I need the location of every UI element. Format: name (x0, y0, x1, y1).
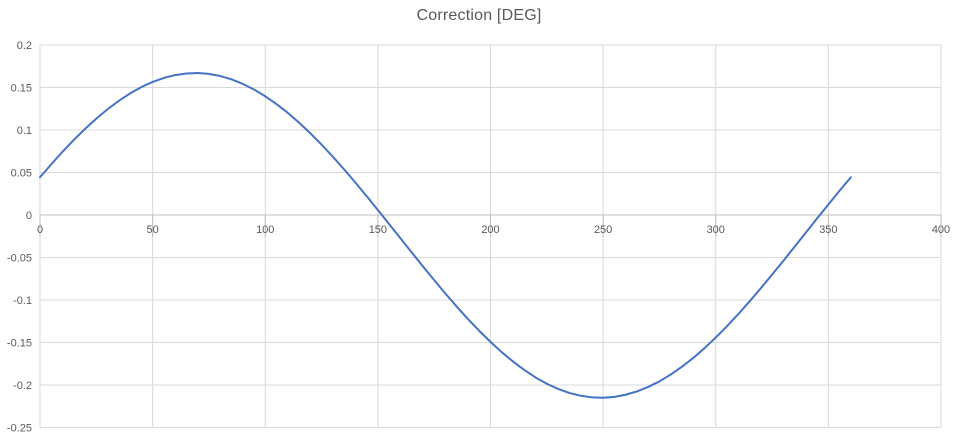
x-tick-label: 100 (256, 224, 274, 236)
x-tick-label: 150 (369, 224, 387, 236)
y-tick-label: -0.1 (13, 295, 32, 307)
x-tick-label: 200 (481, 224, 499, 236)
y-tick-label: -0.25 (7, 423, 32, 435)
x-tick-label: 350 (819, 224, 837, 236)
x-tick-label: 300 (707, 224, 725, 236)
chart-title: Correction [DEG] (416, 7, 542, 24)
correction-curve (39, 72, 852, 399)
y-tick-label: 0.1 (17, 125, 32, 137)
x-tick-label: 250 (594, 224, 612, 236)
y-tick-label: 0.15 (11, 83, 32, 95)
y-tick-label: 0.05 (11, 168, 32, 180)
y-tick-label: -0.05 (7, 253, 32, 265)
y-tick-label: -0.2 (13, 380, 32, 392)
y-tick-label: 0.2 (17, 40, 32, 52)
x-tick-label: 50 (147, 224, 159, 236)
y-tick-label: -0.15 (7, 338, 32, 350)
x-tick-label: 0 (37, 224, 43, 236)
x-tick-label: 400 (932, 224, 950, 236)
y-tick-label: 0 (26, 210, 32, 222)
